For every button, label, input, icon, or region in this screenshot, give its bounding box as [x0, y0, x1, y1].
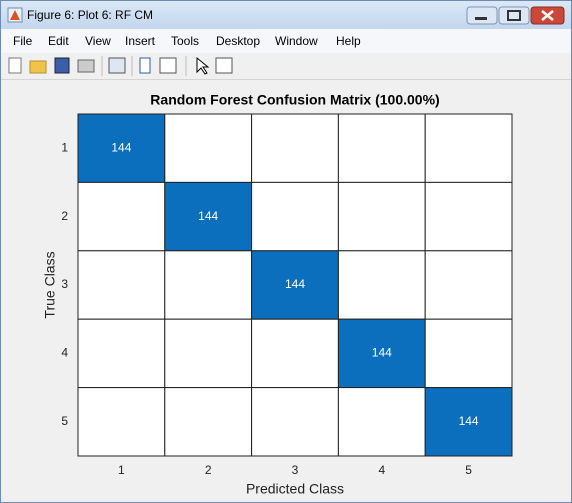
- matrix-cell: [77, 250, 166, 320]
- window-title: Figure 6: Plot 6: RF CM: [27, 8, 154, 22]
- matrix-cell: [251, 387, 339, 457]
- pointer-button[interactable]: [196, 56, 210, 75]
- minimize-icon: [475, 17, 487, 20]
- y-tick-label: 3: [61, 277, 68, 291]
- x-axis-label: Predicted Class: [246, 481, 344, 497]
- x-tick-label: 4: [378, 463, 385, 477]
- y-tick-label: 1: [61, 140, 68, 154]
- toolbar-icons: [8, 56, 233, 76]
- matrix-cell: [337, 387, 426, 457]
- link-button[interactable]: [108, 57, 126, 74]
- maximize-icon: [507, 10, 521, 21]
- title-bar-graphics: [7, 6, 565, 25]
- matrix-cell: [251, 250, 339, 320]
- cell-label: 144: [285, 277, 305, 291]
- x-tick-label: 1: [118, 463, 125, 477]
- matrix-cell: [337, 181, 426, 252]
- menu-item[interactable]: Tools: [171, 34, 200, 48]
- y-tick-label: 4: [61, 346, 68, 360]
- x-tick-label: 2: [205, 463, 212, 477]
- title-bar: Figure 6: Plot 6: RF CM: [1, 1, 571, 29]
- menu-item[interactable]: File: [13, 34, 33, 48]
- menu-item[interactable]: Help: [336, 34, 361, 48]
- new-button[interactable]: [8, 57, 22, 74]
- matrix-cell: [77, 387, 166, 457]
- menu-bar: File Edit View Insert Tools Desktop Wind…: [1, 29, 571, 53]
- cell-label: 144: [459, 414, 479, 428]
- menu-item[interactable]: Edit: [48, 34, 69, 48]
- matrix-cell: [424, 250, 513, 320]
- menu-item[interactable]: View: [85, 34, 111, 48]
- cell-label: 144: [198, 209, 218, 223]
- menu-item[interactable]: Window: [275, 34, 318, 48]
- matrix-cell: [77, 318, 166, 389]
- menu-item[interactable]: Insert: [125, 34, 156, 48]
- app-icon-shape: [10, 10, 20, 20]
- colorbar-button[interactable]: [139, 57, 151, 74]
- matrix-cell: [424, 113, 513, 183]
- matrix-cell: [251, 318, 339, 389]
- x-tick-label: 3: [292, 463, 299, 477]
- close-icon: [541, 10, 554, 21]
- cell-label: 144: [372, 346, 392, 360]
- matrix-cell: [77, 113, 166, 183]
- chart: Random Forest Confusion Matrix (100.00%)…: [42, 92, 513, 497]
- matrix-cell: [164, 318, 253, 389]
- matrix-cell: [424, 318, 513, 389]
- property-button[interactable]: [215, 57, 233, 74]
- matrix-cell: [164, 387, 253, 457]
- toolbar: [1, 53, 571, 80]
- y-tick-label: 5: [61, 414, 68, 428]
- matrix-cell: [251, 181, 339, 252]
- maximize-button[interactable]: [498, 6, 530, 25]
- matrix-cell: [424, 181, 513, 252]
- matrix-cell: [337, 318, 426, 389]
- x-tick-label: 5: [465, 463, 472, 477]
- matrix-cell: [251, 113, 339, 183]
- print-button[interactable]: [77, 59, 95, 73]
- legend-button[interactable]: [159, 57, 177, 74]
- chart-title: Random Forest Confusion Matrix (100.00%): [150, 92, 439, 108]
- save-button[interactable]: [54, 57, 70, 74]
- matrix-cell: [424, 387, 513, 457]
- cell-label: 144: [111, 140, 131, 154]
- y-tick-label: 2: [61, 209, 68, 223]
- y-axis-label: True Class: [42, 251, 58, 318]
- matrix-cell: [164, 181, 253, 252]
- matrix-cell: [337, 250, 426, 320]
- matrix-cell: [164, 250, 253, 320]
- matrix-cell: [77, 181, 166, 252]
- minimize-button[interactable]: [466, 6, 498, 25]
- matrix-cell: [337, 113, 426, 183]
- menu-item[interactable]: Desktop: [216, 34, 261, 48]
- open-button[interactable]: [29, 60, 47, 74]
- matrix-cell: [164, 113, 253, 183]
